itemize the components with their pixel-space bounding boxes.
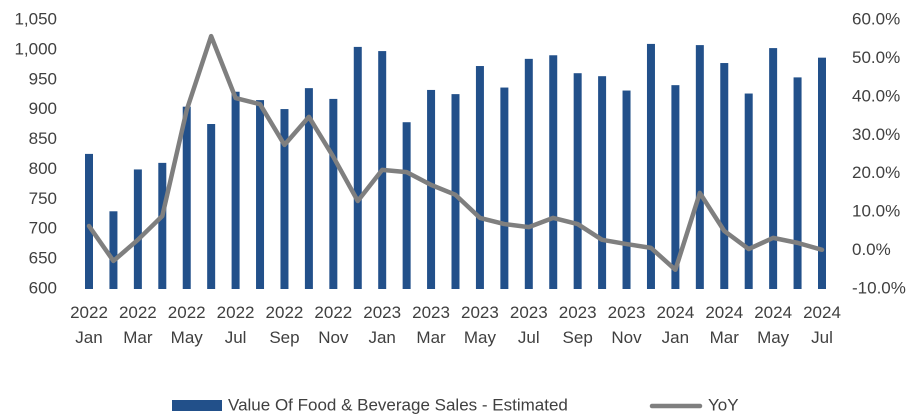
y2-tick-label: 20.0% bbox=[852, 163, 900, 182]
bar bbox=[549, 55, 558, 289]
bar bbox=[304, 88, 313, 289]
y-tick-label: 850 bbox=[29, 129, 57, 148]
bar bbox=[402, 122, 411, 289]
y2-tick-label: 10.0% bbox=[852, 202, 900, 221]
bar bbox=[720, 63, 729, 289]
y-tick-label: 950 bbox=[29, 69, 57, 88]
bar bbox=[231, 91, 240, 289]
x-tick-label: 2024 Mar bbox=[705, 303, 744, 347]
bar bbox=[158, 162, 167, 289]
bar bbox=[671, 85, 680, 289]
bar bbox=[598, 76, 607, 290]
x-tick-label: 2023 Jul bbox=[509, 303, 548, 347]
legend-label: YoY bbox=[708, 395, 739, 414]
bar bbox=[695, 45, 704, 290]
bar bbox=[793, 77, 802, 290]
bar bbox=[280, 109, 289, 290]
bar bbox=[353, 46, 362, 290]
x-tick-label: 2022 Mar bbox=[118, 303, 157, 347]
bar bbox=[744, 93, 753, 289]
bar bbox=[475, 66, 484, 289]
y-tick-label: 650 bbox=[29, 249, 57, 268]
bar bbox=[769, 48, 778, 290]
bar bbox=[256, 100, 265, 289]
y2-tick-label: 40.0% bbox=[852, 86, 900, 105]
x-tick-label: 2023 Mar bbox=[412, 303, 450, 347]
y-tick-label: 1,000 bbox=[14, 39, 57, 58]
bar bbox=[500, 87, 509, 289]
legend-swatch bbox=[172, 400, 222, 411]
x-tick-label: 2022 Jul bbox=[216, 303, 255, 347]
bar bbox=[622, 90, 631, 289]
y-tick-label: 700 bbox=[29, 219, 57, 238]
y2-tick-label: 50.0% bbox=[852, 48, 900, 67]
y-tick-label: 1,050 bbox=[14, 9, 57, 28]
bar bbox=[524, 58, 533, 289]
bar bbox=[646, 43, 655, 290]
x-tick-label: 2023 Nov bbox=[607, 303, 646, 347]
bar bbox=[85, 153, 93, 289]
x-tick-label: 2023 Sep bbox=[558, 303, 597, 347]
y-tick-label: 750 bbox=[29, 189, 57, 208]
y-tick-label: 800 bbox=[29, 159, 57, 178]
x-tick-label: 2024 Jul bbox=[803, 303, 841, 347]
bar bbox=[133, 169, 142, 289]
x-tick-label: 2022 May bbox=[167, 303, 206, 347]
x-tick-label: 2023 May bbox=[461, 303, 499, 347]
bar bbox=[427, 89, 436, 289]
y2-tick-label: 0.0% bbox=[852, 240, 891, 259]
x-tick-label: 2022 Nov bbox=[314, 303, 353, 347]
bar bbox=[207, 124, 216, 289]
x-tick-label: 2022 Sep bbox=[265, 303, 304, 347]
legend-label: Value Of Food & Beverage Sales - Estimat… bbox=[228, 395, 568, 414]
line bbox=[86, 33, 825, 273]
y-tick-label: 600 bbox=[29, 278, 57, 297]
x-tick-label: 2024 May bbox=[754, 303, 793, 347]
y2-tick-label: 30.0% bbox=[852, 125, 900, 144]
y2-tick-label: -10.0% bbox=[852, 278, 906, 297]
bar bbox=[451, 94, 460, 289]
y2-tick-label: 60.0% bbox=[852, 9, 900, 28]
x-tick-label: 2023 Jan bbox=[363, 303, 402, 347]
y-tick-label: 900 bbox=[29, 99, 57, 118]
bar bbox=[109, 211, 118, 289]
bar bbox=[818, 57, 826, 289]
x-tick-label: 2024 Jan bbox=[656, 303, 695, 347]
x-tick-label: 2022 Jan bbox=[70, 303, 108, 347]
bar bbox=[573, 73, 582, 289]
bar bbox=[182, 106, 191, 289]
bar bbox=[329, 98, 338, 289]
